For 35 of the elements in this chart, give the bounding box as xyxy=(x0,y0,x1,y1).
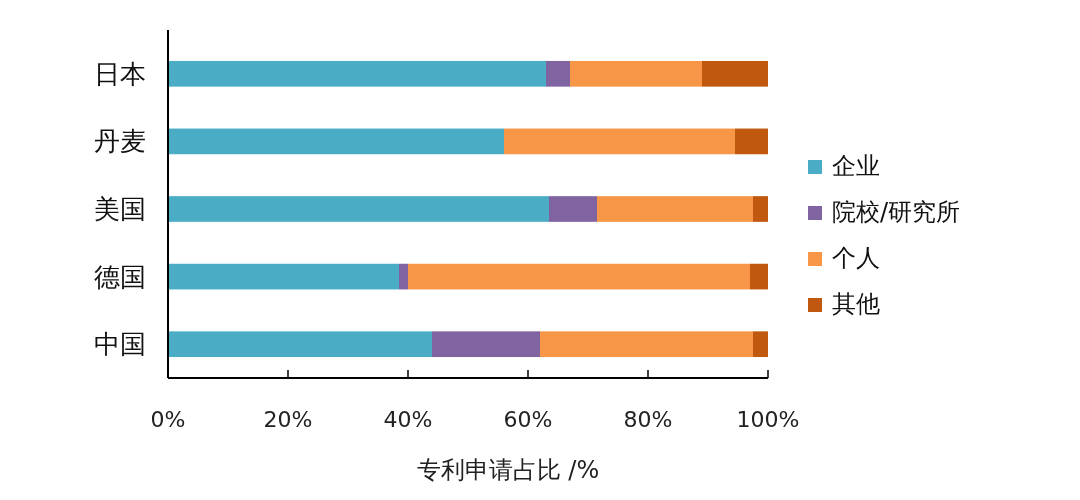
x-tick-label: 60% xyxy=(503,407,553,432)
bar xyxy=(750,263,768,290)
bar xyxy=(702,60,768,87)
bar xyxy=(168,196,549,222)
bar xyxy=(408,263,750,290)
legend-label: 个人 xyxy=(832,244,880,272)
y-tick-label: 日本 xyxy=(94,58,146,89)
bar xyxy=(168,331,432,358)
legend-label: 企业 xyxy=(832,152,880,180)
bar xyxy=(753,196,768,222)
bar xyxy=(549,196,597,222)
x-tick-label: 20% xyxy=(263,407,313,432)
bar xyxy=(399,263,408,290)
x-tick-label: 100% xyxy=(736,407,800,432)
bar xyxy=(168,263,399,290)
bar xyxy=(570,60,702,87)
bar xyxy=(753,331,768,358)
bar xyxy=(168,60,546,87)
legend-label: 其他 xyxy=(832,290,880,318)
x-axis-title: 专利申请占比 /% xyxy=(416,456,600,484)
bar xyxy=(735,128,768,155)
y-tick-label: 丹麦 xyxy=(94,126,146,157)
y-tick-label: 中国 xyxy=(94,329,146,360)
x-tick-label: 80% xyxy=(623,407,673,432)
y-tick-label: 美国 xyxy=(94,194,146,224)
x-tick-label: 0% xyxy=(150,407,186,432)
bar xyxy=(504,128,735,155)
y-tick-label: 德国 xyxy=(94,261,146,292)
bar xyxy=(432,331,540,358)
bar xyxy=(540,331,753,358)
bar xyxy=(546,60,570,87)
x-tick-label: 40% xyxy=(383,407,433,432)
bar xyxy=(168,128,504,155)
bar xyxy=(597,196,753,222)
legend-label: 院校/研究所 xyxy=(832,198,961,226)
